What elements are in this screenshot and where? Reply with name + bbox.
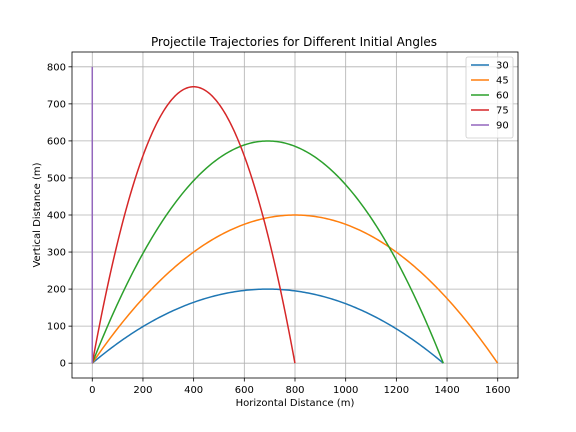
x-axis-label: Horizontal Distance (m) [236,398,355,409]
legend-label-60: 60 [496,91,509,102]
y-tick-label: 0 [60,359,66,370]
legend-label-75: 75 [496,106,509,117]
y-tick-label: 500 [47,173,66,184]
x-tick-label: 400 [184,385,203,396]
x-axis-ticks: 0 200 400 600 800 1000 1200 1400 1600 [89,378,510,396]
series-line-45 [91,214,499,364]
series-line-75 [91,86,296,364]
legend-label-45: 45 [496,76,509,87]
chart-title: Projectile Trajectories for Different In… [151,35,437,49]
x-tick-label: 1200 [384,385,409,396]
y-tick-label: 100 [47,322,66,333]
legend-label-90: 90 [496,121,509,132]
x-tick-label: 1600 [485,385,510,396]
legend-label-30: 30 [496,61,509,72]
legend-box [465,56,514,139]
y-axis-ticks: 0 100 200 300 400 500 600 700 800 [47,62,72,370]
series-line-30 [91,288,444,364]
series-lines [91,66,499,364]
y-axis-label: Vertical Distance (m) [32,162,43,267]
series-line-60 [91,140,444,364]
legend: 30 45 60 75 90 [465,56,514,139]
x-tick-label: 800 [285,385,304,396]
y-tick-label: 600 [47,136,66,147]
x-tick-label: 1000 [333,385,358,396]
y-tick-label: 400 [47,211,66,222]
y-tick-label: 200 [47,285,66,296]
y-tick-label: 300 [47,248,66,259]
x-tick-label: 600 [235,385,254,396]
y-tick-label: 800 [47,62,66,73]
x-tick-label: 200 [133,385,152,396]
x-tick-label: 1400 [434,385,459,396]
y-tick-label: 700 [47,99,66,110]
x-tick-label: 0 [89,385,95,396]
